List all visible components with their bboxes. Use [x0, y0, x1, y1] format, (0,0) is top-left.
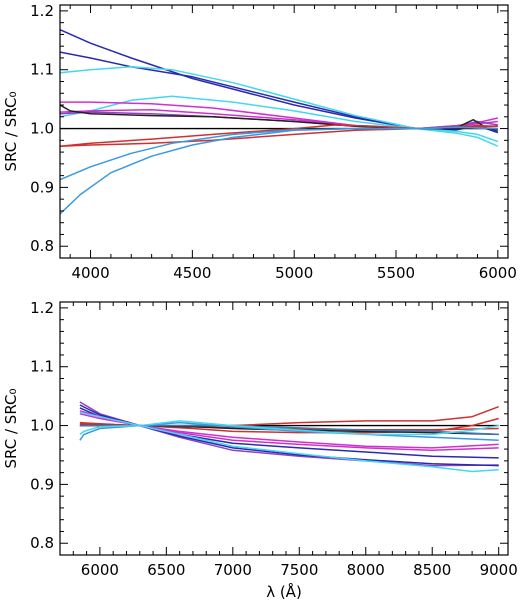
series-line-12 — [60, 126, 498, 215]
plot-frame — [59, 4, 509, 259]
series-line-9 — [79, 404, 499, 467]
y-tick-label: 0.8 — [30, 534, 54, 552]
y-axis-title: SRC / SRC₀ — [2, 389, 20, 469]
x-tick-label: 4500 — [173, 264, 211, 282]
x-tick-label: 6500 — [147, 561, 185, 579]
series-line-1 — [60, 51, 499, 133]
top-panel: 4000 4500 5000 5500 6000 0.8 0.9 1.0 1.1 1.2 SRC /… — [2, 2, 517, 282]
x-tick-label: 5500 — [377, 264, 415, 282]
y-tick-label: 0.9 — [30, 178, 54, 196]
series-group — [79, 401, 499, 473]
y-tick-label: 1.2 — [30, 2, 54, 20]
y-tick-label: 1.0 — [30, 417, 54, 435]
x-tick-label: 8000 — [347, 561, 385, 579]
x-tick-label: 7000 — [214, 561, 252, 579]
x-axis-title: λ (Å) — [266, 582, 302, 601]
series-line-9 — [60, 124, 498, 147]
y-tick-label: 1.1 — [30, 358, 54, 376]
series-line-0 — [60, 29, 499, 134]
series-line-13 — [79, 411, 499, 473]
y-axis-title: SRC / SRC₀ — [2, 92, 20, 172]
y-tick-label: 0.8 — [30, 237, 54, 255]
x-tick-label: 6000 — [81, 561, 119, 579]
y-tick-label: 1.1 — [30, 61, 54, 79]
x-tick-label: 4000 — [71, 264, 109, 282]
x-tick-label: 6000 — [479, 264, 517, 282]
x-tick-label: 5000 — [275, 264, 313, 282]
series-line-1 — [79, 405, 499, 428]
x-tick-label: 9000 — [480, 561, 518, 579]
series-line-6 — [79, 421, 499, 442]
bottom-panel: 6000 6500 7000 7500 8000 8500 9000 0.8 0.9 1.0 1.1… — [2, 299, 518, 601]
x-tick-label: 8500 — [413, 561, 451, 579]
series-line-2 — [60, 66, 499, 147]
y-tick-label: 0.9 — [30, 475, 54, 493]
series-line-7 — [60, 104, 498, 131]
plot-frame — [59, 301, 509, 556]
y-tick-label: 1.0 — [30, 120, 54, 138]
series-group — [60, 29, 499, 215]
x-tick-label: 7500 — [280, 561, 318, 579]
series-line-12 — [79, 413, 499, 449]
y-tick-label: 1.2 — [30, 299, 54, 317]
series-line-7 — [79, 420, 499, 436]
series-line-3 — [60, 95, 499, 143]
